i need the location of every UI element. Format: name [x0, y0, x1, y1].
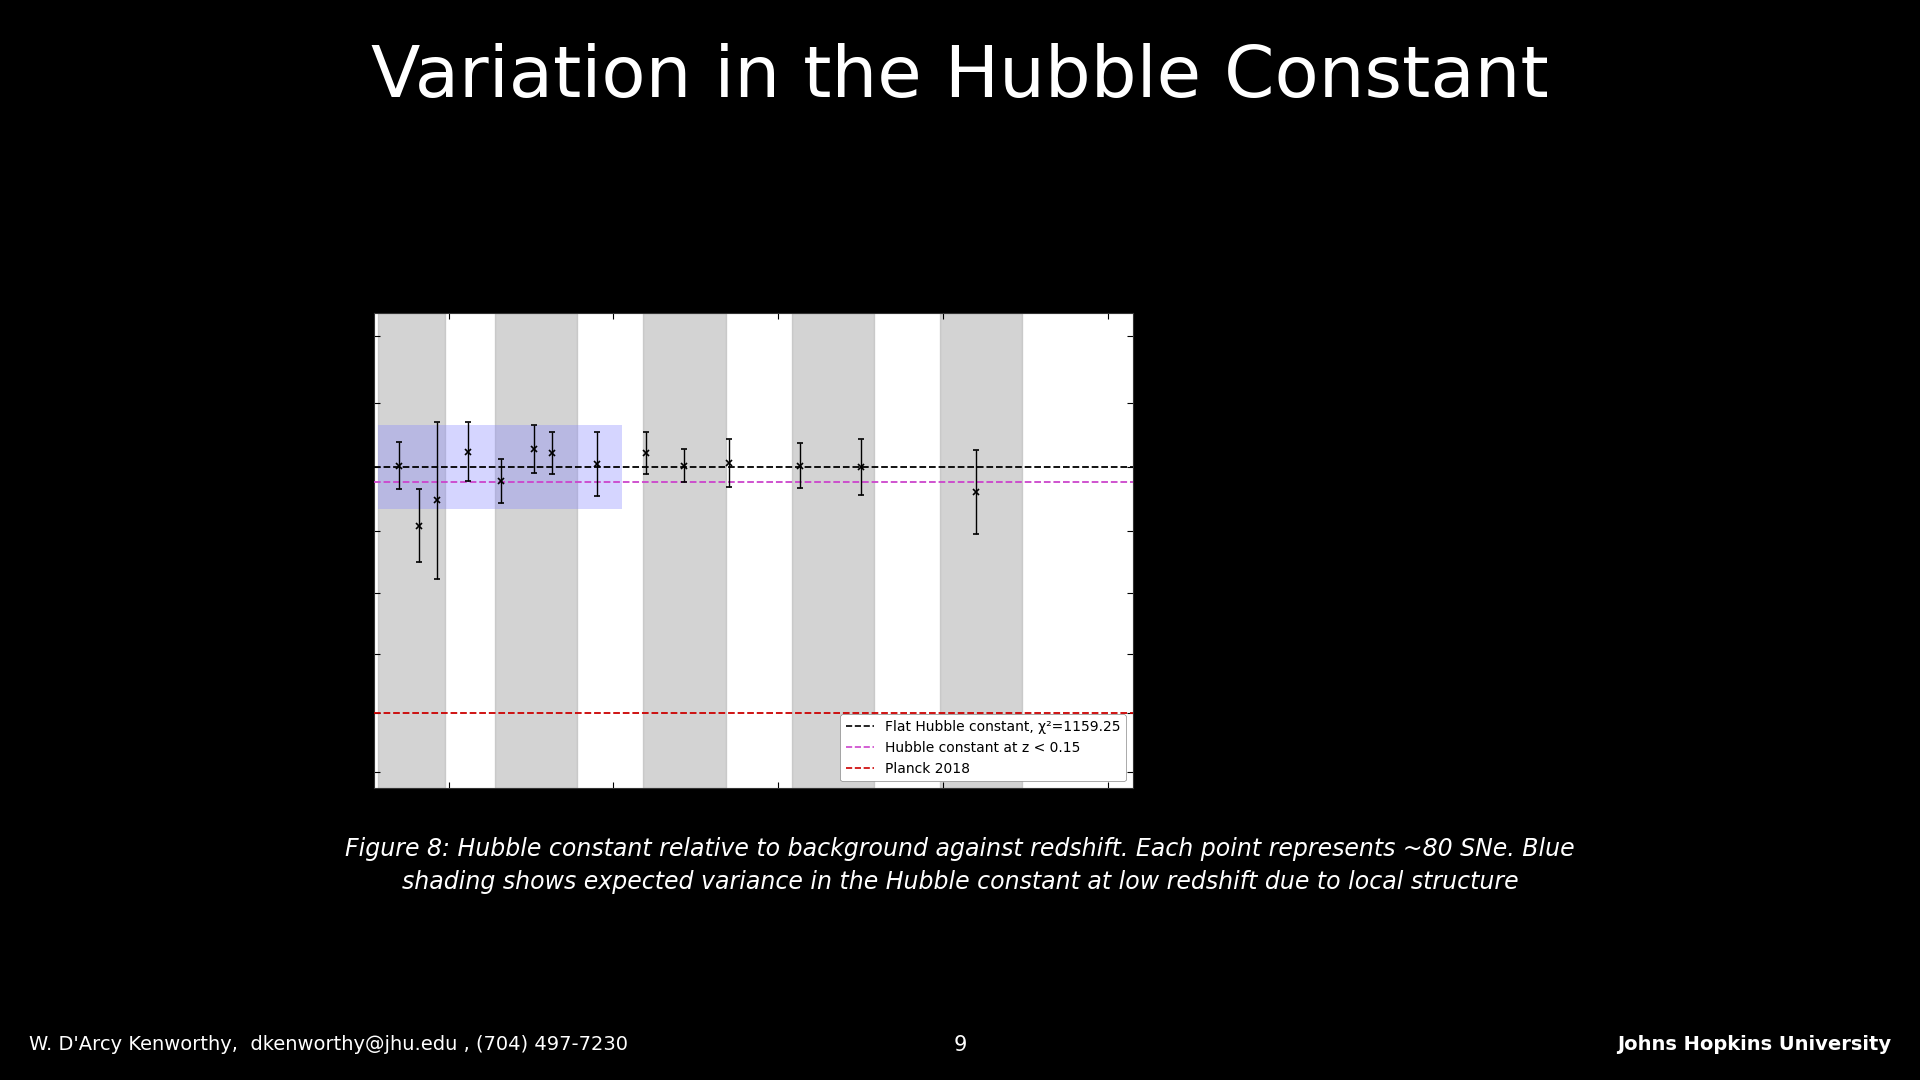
Text: W. D'Arcy Kenworthy,  dkenworthy@jhu.edu , (704) 497-7230: W. D'Arcy Kenworthy, dkenworthy@jhu.edu … — [29, 1036, 628, 1054]
Text: Johns Hopkins University: Johns Hopkins University — [1617, 1036, 1891, 1054]
Text: Figure 8: Hubble constant relative to background against redshift. Each point re: Figure 8: Hubble constant relative to ba… — [346, 837, 1574, 894]
Y-axis label: ΔH₀/H₀: ΔH₀/H₀ — [298, 521, 315, 581]
Text: Variation in the Hubble Constant: Variation in the Hubble Constant — [371, 43, 1549, 112]
Bar — [941, 313, 1021, 788]
Text: 9: 9 — [954, 1035, 966, 1055]
Bar — [643, 313, 726, 788]
Bar — [791, 313, 874, 788]
Legend: Flat Hubble constant, χ²=1159.25, Hubble constant at z < 0.15, Planck 2018: Flat Hubble constant, χ²=1159.25, Hubble… — [841, 715, 1125, 782]
Bar — [378, 426, 622, 509]
Bar — [378, 313, 445, 788]
Bar — [495, 313, 578, 788]
